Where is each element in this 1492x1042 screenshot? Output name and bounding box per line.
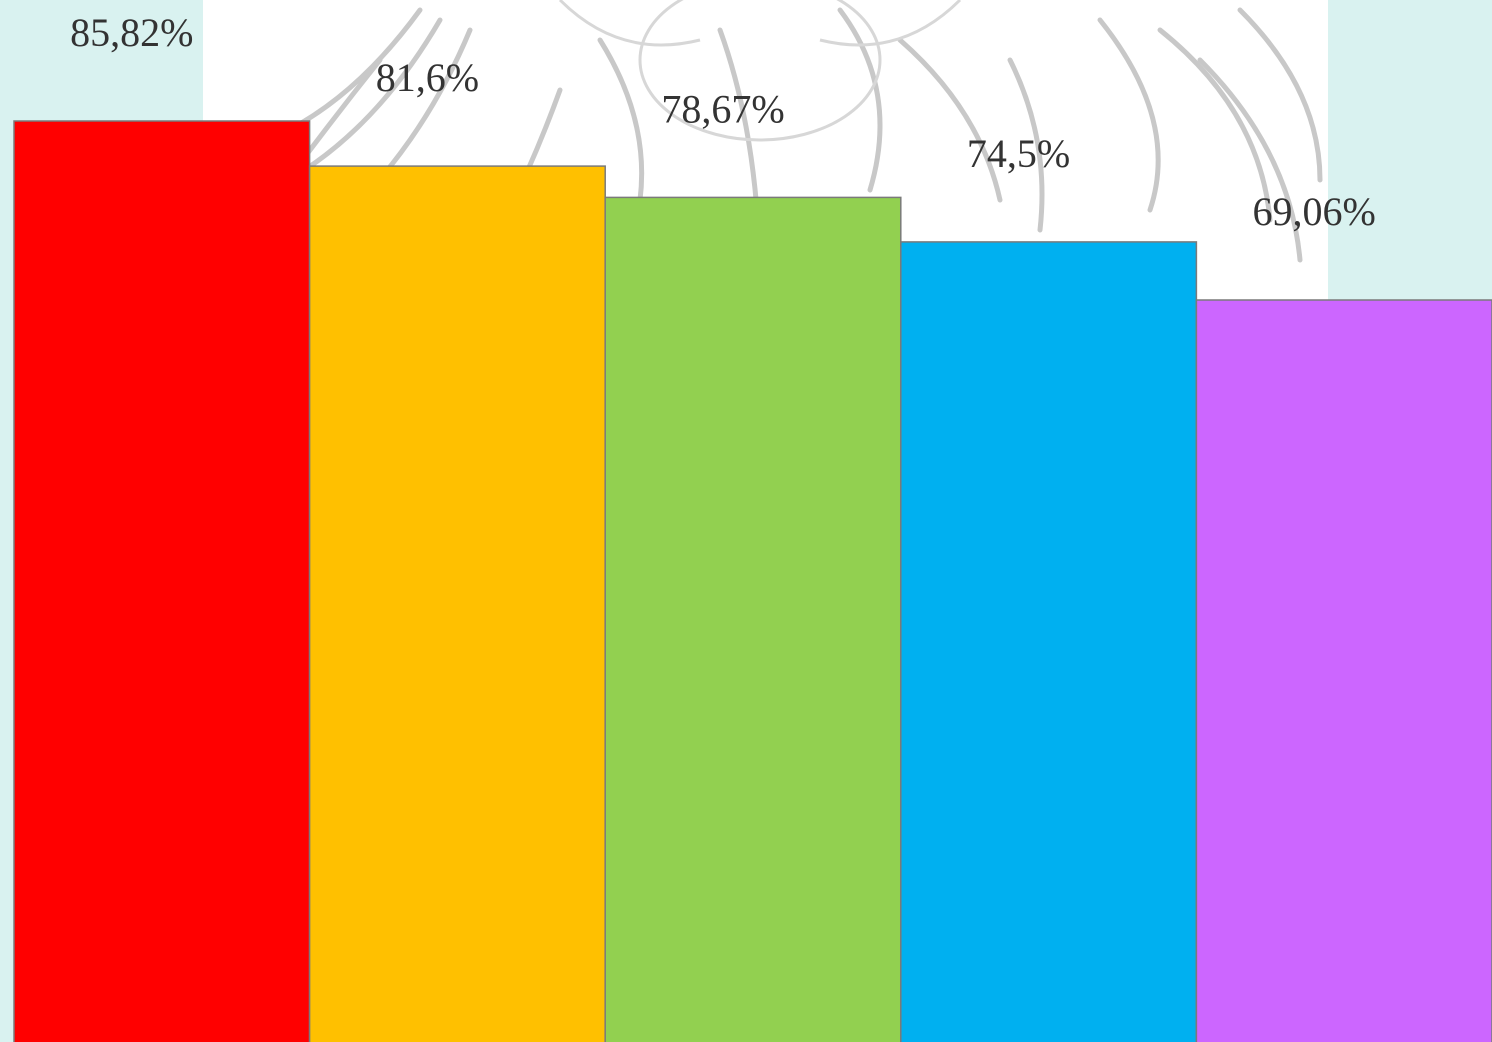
bar-5 <box>1195 299 1492 1042</box>
data-label-2: 81,6% <box>376 55 479 100</box>
bar-1 <box>13 120 311 1042</box>
bar-4 <box>900 241 1198 1042</box>
bar-2 <box>308 165 606 1042</box>
data-label-4: 74,5% <box>967 131 1070 176</box>
data-label-5: 69,06% <box>1253 189 1376 234</box>
bar-3 <box>604 196 902 1042</box>
data-label-3: 78,67% <box>661 86 784 131</box>
data-label-1: 85,82% <box>70 10 193 55</box>
